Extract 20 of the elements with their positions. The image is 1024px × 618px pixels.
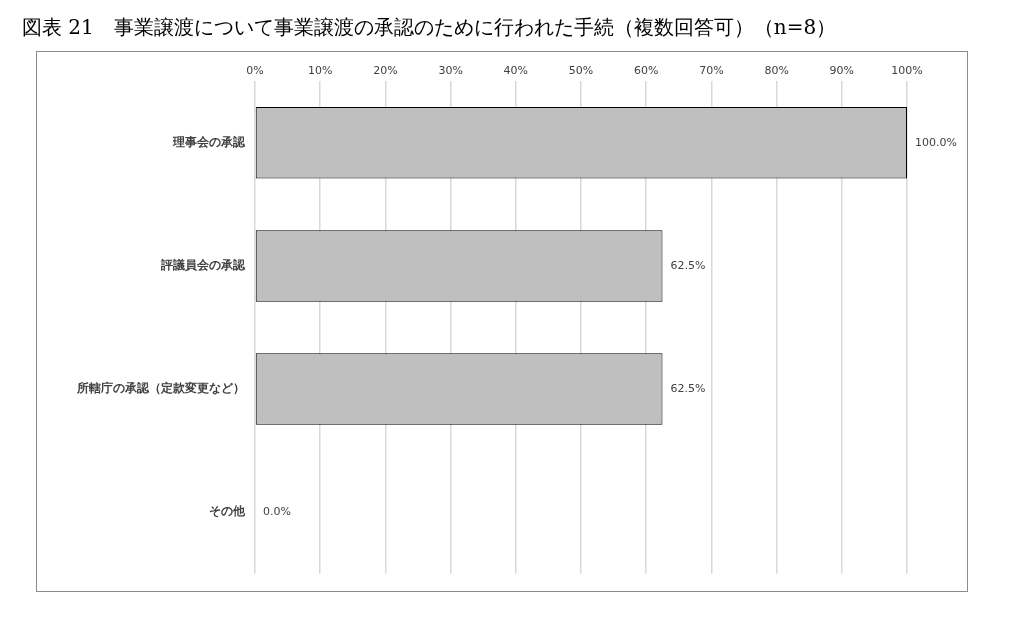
x-tick-label: 30%: [438, 64, 463, 78]
x-tick-label: 80%: [764, 64, 789, 78]
y-tick-label: 理事会の承認: [172, 134, 246, 149]
chart-title: 図表 21 事業譲渡について事業譲渡の承認のために行われた手続（複数回答可）（n=8）: [21, 14, 838, 41]
x-tick-label: 10%: [307, 64, 333, 78]
data-label: 0.0%: [263, 505, 291, 519]
data-label: 100.0%: [915, 135, 957, 149]
x-tick-label: 40%: [503, 64, 529, 78]
x-tick-label: 100%: [891, 64, 923, 78]
data-label: 62.5%: [670, 381, 706, 395]
y-tick-label: 所轄庁の承認（定款変更など）: [76, 381, 245, 396]
x-tick-label: 90%: [829, 64, 855, 78]
x-tick-label: 50%: [568, 64, 594, 78]
y-tick-label: 評議員会の承認: [160, 258, 246, 273]
x-tick-label: 0%: [246, 64, 264, 78]
data-label: 62.5%: [670, 258, 706, 272]
y-tick-label: その他: [209, 504, 246, 519]
x-tick-label: 70%: [699, 64, 724, 78]
x-tick-label: 60%: [633, 64, 659, 78]
x-tick-label: 20%: [373, 64, 398, 78]
